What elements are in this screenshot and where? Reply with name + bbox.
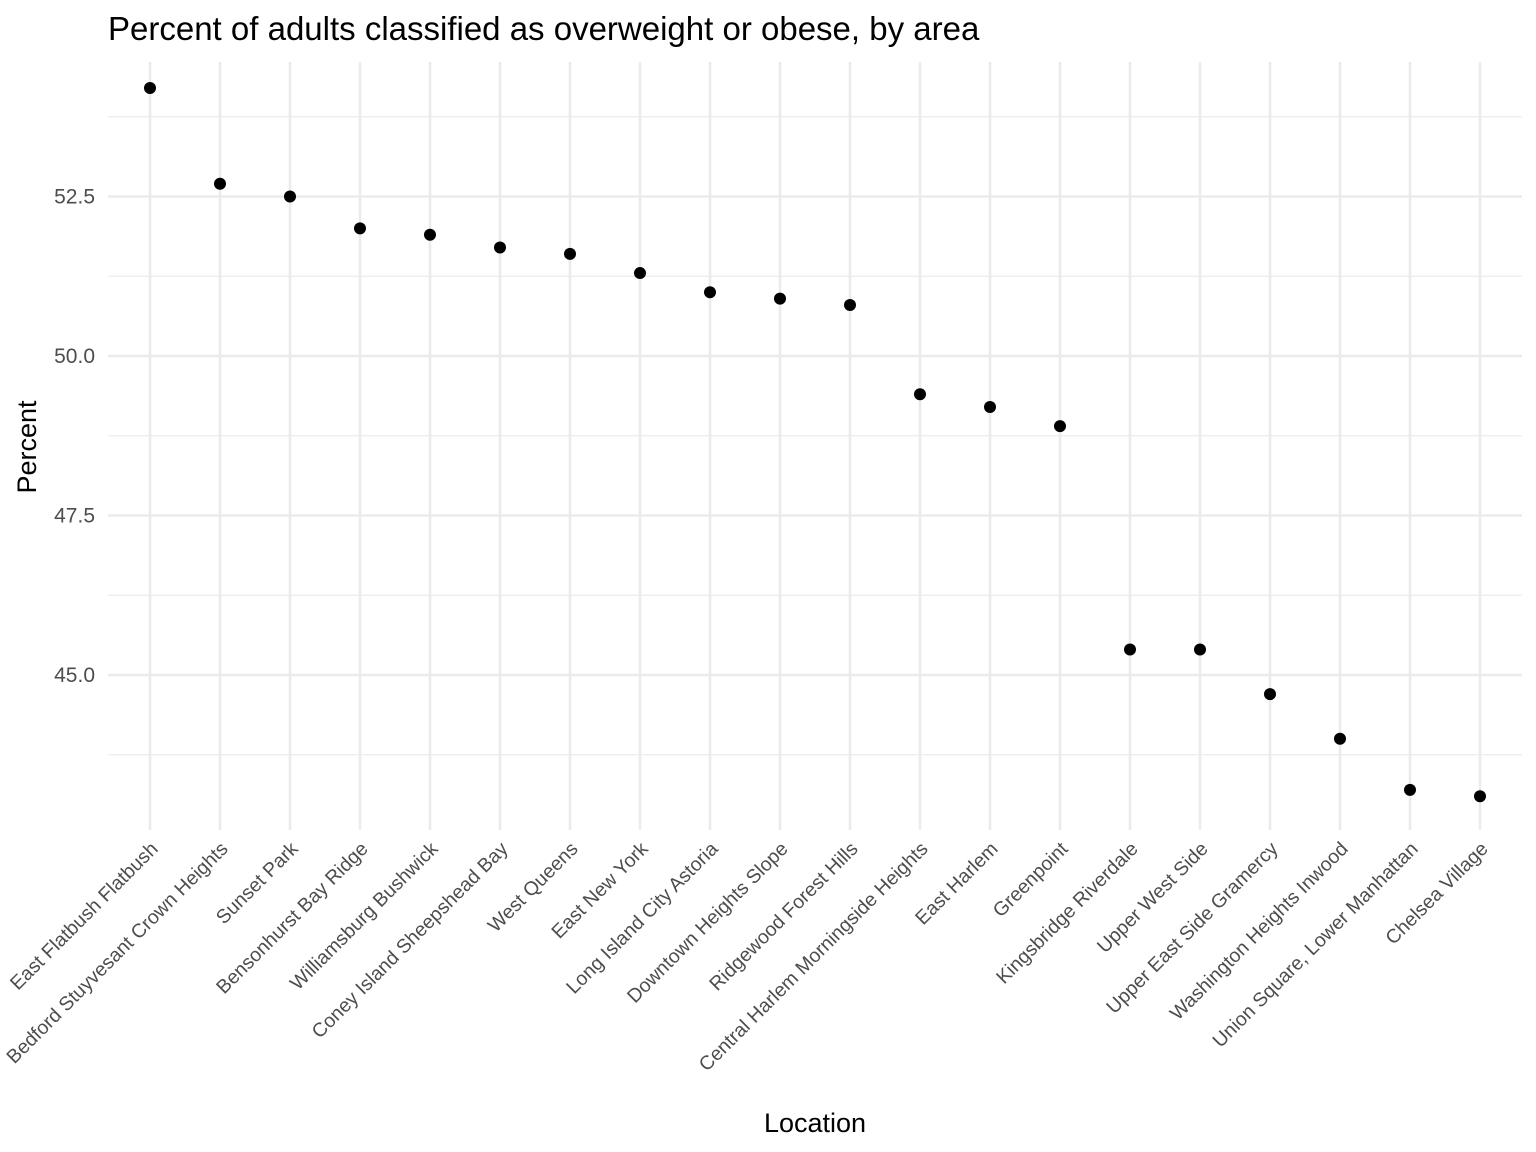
data-point <box>774 292 786 305</box>
data-point <box>1124 643 1136 656</box>
data-point <box>1054 420 1066 433</box>
x-axis-title: Location <box>764 1108 866 1138</box>
y-tick-label: 52.5 <box>54 186 95 209</box>
data-point <box>1474 790 1486 803</box>
data-point <box>494 241 506 254</box>
data-point <box>634 267 646 280</box>
data-point <box>1264 688 1276 701</box>
data-point <box>354 222 366 235</box>
data-point <box>564 247 576 260</box>
data-point <box>984 401 996 414</box>
y-axis-ticks: 45.0 47.5 50.0 52.5 <box>54 186 95 688</box>
x-tick-label: Kingsbridge Riverdale <box>992 838 1142 988</box>
data-point <box>284 190 296 203</box>
y-tick-label: 47.5 <box>54 505 95 528</box>
data-point <box>704 286 716 299</box>
y-axis-title: Percent <box>12 400 42 494</box>
data-point <box>144 82 156 95</box>
data-point <box>214 177 226 190</box>
data-point <box>424 228 436 241</box>
data-point <box>914 388 926 401</box>
data-point <box>1334 732 1346 745</box>
data-point <box>844 298 856 311</box>
y-tick-label: 50.0 <box>54 345 95 368</box>
data-points <box>144 82 1486 803</box>
chart-title: Percent of adults classified as overweig… <box>108 10 980 47</box>
y-tick-label: 45.0 <box>54 664 95 687</box>
data-point <box>1404 783 1416 796</box>
grid-lines <box>108 62 1522 830</box>
data-point <box>1194 643 1206 656</box>
